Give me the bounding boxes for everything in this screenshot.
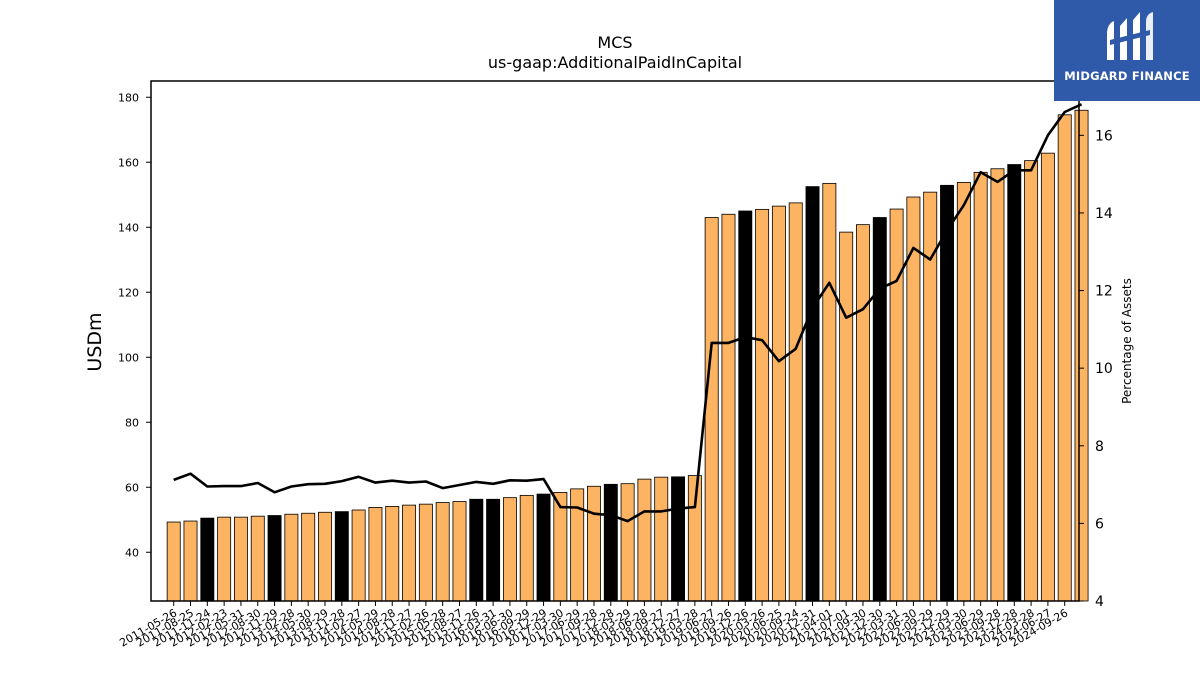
bar: [183, 520, 198, 602]
bar: [486, 498, 501, 602]
y2-tick-label: 4: [1095, 594, 1104, 610]
y2-tick-label: 14: [1095, 206, 1113, 222]
y-tick-label: 160: [118, 156, 139, 169]
bar: [200, 517, 215, 602]
bar: [940, 184, 954, 602]
axes: 406080100120140160180468101214162011-05-…: [117, 80, 1113, 650]
bar: [973, 171, 988, 602]
y2-tick-label: 12: [1095, 284, 1113, 300]
bar-group: [166, 109, 1089, 602]
bar: [368, 506, 383, 602]
bar: [1040, 152, 1055, 602]
line-layer: [173, 103, 1083, 523]
bar: [435, 502, 450, 602]
bar: [452, 501, 467, 602]
bar: [755, 208, 770, 602]
bar: [822, 182, 837, 602]
brand-logo: MIDGARD FINANCE: [1054, 0, 1200, 101]
y-axis-label: USDm: [84, 312, 106, 371]
y-tick-label: 80: [125, 416, 139, 429]
bar: [620, 483, 635, 602]
bar: [721, 213, 736, 602]
y-tick-label: 60: [125, 481, 139, 494]
bar: [217, 516, 232, 602]
bar: [536, 493, 551, 602]
bar: [1007, 164, 1022, 602]
bar: [318, 511, 332, 602]
bar: [1057, 114, 1072, 602]
bar: [872, 217, 887, 602]
bar: [771, 205, 786, 602]
bar: [687, 475, 702, 602]
bar: [889, 208, 904, 602]
bar: [402, 504, 417, 602]
bar: [805, 186, 820, 602]
bar: [301, 512, 316, 602]
y-tick-label: 120: [118, 286, 139, 299]
bar: [738, 210, 753, 602]
bar: [166, 521, 181, 602]
bar: [704, 217, 719, 602]
percentage-line: [173, 103, 1083, 523]
bar: [418, 503, 433, 602]
y-tick-label: 140: [118, 221, 139, 234]
bar: [788, 202, 803, 602]
y2-tick-label: 8: [1095, 439, 1104, 455]
bar: [1074, 109, 1089, 602]
bar: [351, 509, 366, 602]
bar: [990, 168, 1005, 602]
bar: [654, 476, 669, 602]
y2-tick-label: 16: [1095, 128, 1113, 144]
chart-title: MCS: [597, 33, 632, 52]
bar: [856, 224, 870, 602]
y-tick-label: 180: [118, 91, 139, 104]
plot-frame: [150, 80, 1080, 602]
bar: [553, 492, 568, 602]
bar: [637, 478, 652, 602]
bar: [385, 506, 400, 602]
bar: [671, 476, 685, 602]
bar: [519, 494, 534, 602]
bar: [334, 511, 349, 602]
chart-subtitle: us-gaap:AdditionalPaidInCapital: [488, 53, 742, 72]
bar: [587, 485, 601, 602]
bar: [502, 497, 517, 602]
bar: [233, 516, 248, 602]
y2-axis-label: Percentage of Assets: [1120, 278, 1134, 404]
y-tick-label: 100: [118, 351, 139, 364]
bar: [839, 231, 854, 602]
logo-mark-icon: [1107, 12, 1153, 60]
logo-text: MIDGARD FINANCE: [1064, 69, 1190, 83]
bar: [284, 513, 299, 602]
bar: [267, 515, 282, 602]
bar: [1024, 160, 1039, 602]
bar: [603, 483, 618, 602]
y2-tick-label: 6: [1095, 516, 1104, 532]
y-tick-label: 40: [125, 546, 139, 559]
bar: [570, 488, 585, 602]
y2-tick-label: 10: [1095, 361, 1113, 377]
bar: [250, 515, 265, 602]
bar: [956, 181, 971, 602]
bar: [469, 498, 484, 602]
